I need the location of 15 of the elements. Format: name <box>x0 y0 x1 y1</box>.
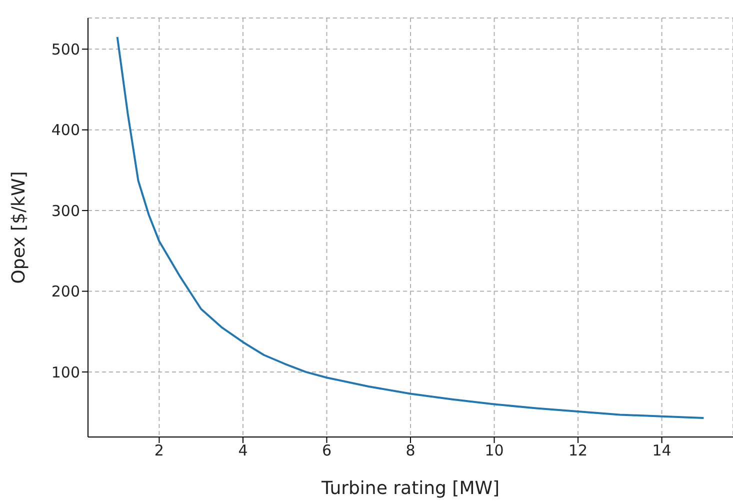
y-tick-label: 400 <box>51 121 80 140</box>
x-tick-label: 8 <box>406 442 416 460</box>
x-axis-title: Turbine rating [MW] <box>320 478 500 499</box>
y-tick-label: 100 <box>51 363 80 382</box>
x-tick-label: 12 <box>568 442 588 460</box>
y-tick-label: 500 <box>51 40 80 58</box>
x-tick-label: 6 <box>322 442 332 460</box>
x-tick-label: 14 <box>652 442 672 460</box>
x-tick-label: 4 <box>238 442 248 460</box>
line-series <box>116 36 705 419</box>
x-tick-label: 2 <box>154 442 164 460</box>
y-tick-label: 200 <box>51 282 80 301</box>
y-tick-label: 300 <box>51 202 80 220</box>
y-axis-title: Opex [$/kW] <box>8 171 30 284</box>
x-tick-label: 10 <box>484 442 504 460</box>
